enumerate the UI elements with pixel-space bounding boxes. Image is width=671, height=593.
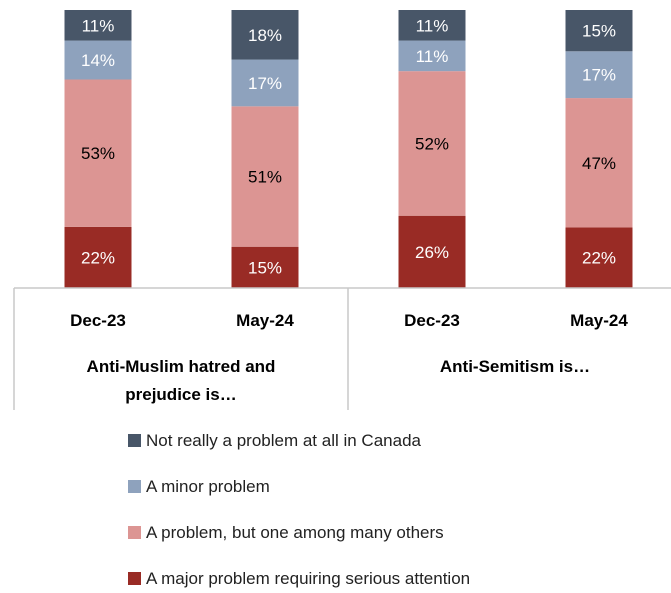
category-label: May-24: [570, 311, 628, 330]
category-label: Dec-23: [404, 311, 460, 330]
bar-segment: [565, 10, 633, 52]
data-label: 11%: [416, 47, 449, 66]
bars-layer: 22% 53% 14% 11% 15% 51% 17% 18% 26% 52% 11% 11% 22% 4…: [64, 10, 633, 288]
data-label: 15%: [582, 22, 616, 41]
data-label: 52%: [415, 134, 449, 153]
data-label: 22%: [81, 248, 115, 267]
legend-label: Not really a problem at all in Canada: [146, 431, 422, 450]
bar-segment: [398, 10, 466, 41]
bar-segment: [231, 106, 299, 247]
category-label: May-24: [236, 311, 294, 330]
legend-label: A major problem requiring serious attent…: [146, 569, 470, 588]
legend-swatch: [128, 572, 141, 585]
bar-segment: [64, 226, 132, 288]
category-axis: Dec-23 May-24 Dec-23 May-24 Anti-Muslim hatr…: [13, 287, 671, 410]
legend-label: A problem, but one among many others: [146, 523, 444, 542]
bar-segment: [231, 10, 299, 60]
legend-swatch: [128, 434, 141, 447]
data-label: 51%: [248, 168, 282, 187]
bar-segment: [565, 227, 633, 288]
data-label: 14%: [81, 51, 115, 70]
bar-segment: [398, 40, 466, 72]
group-label: Anti-Muslim hatred and: [87, 357, 276, 376]
bar-segment: [231, 59, 299, 107]
data-label: 11%: [82, 16, 115, 35]
legend-swatch: [128, 480, 141, 493]
legend-label: A minor problem: [146, 477, 270, 496]
data-label: 17%: [248, 74, 282, 93]
bar-segment: [64, 40, 132, 80]
group-label: Anti-Semitism is…: [440, 357, 590, 376]
data-label: 15%: [248, 258, 282, 277]
category-label: Dec-23: [70, 311, 126, 330]
data-label: 11%: [416, 16, 449, 35]
group-label: prejudice is…: [125, 385, 236, 404]
legend: Not really a problem at all in Canada A m…: [128, 431, 470, 588]
data-label: 47%: [582, 154, 616, 173]
bar-segment: [565, 98, 633, 228]
data-label: 26%: [415, 243, 449, 262]
bar-segment: [231, 246, 299, 288]
data-label: 22%: [582, 249, 616, 268]
bar-segment: [64, 79, 132, 227]
data-label: 53%: [81, 144, 115, 163]
bar-segment: [565, 51, 633, 99]
legend-swatch: [128, 526, 141, 539]
bar-segment: [398, 215, 466, 288]
bar-segment: [64, 10, 132, 41]
data-label: 18%: [248, 26, 282, 45]
data-label: 17%: [582, 66, 616, 85]
bar-segment: [398, 71, 466, 216]
